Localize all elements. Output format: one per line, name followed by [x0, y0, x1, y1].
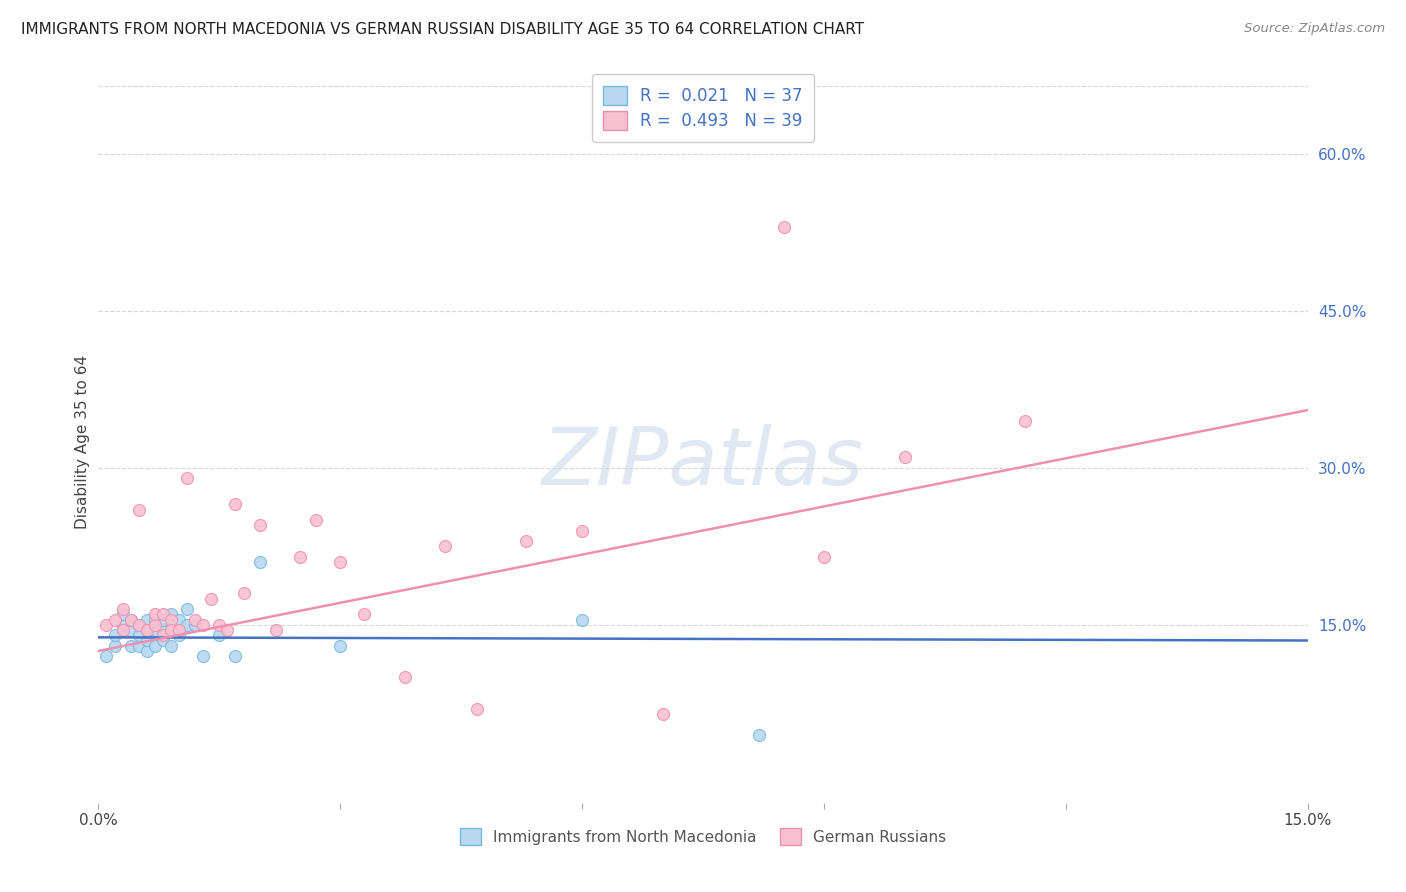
- Point: [96, 617, 118, 632]
- Point: [465, 701, 488, 715]
- Point: [128, 639, 150, 653]
- Point: [208, 617, 231, 632]
- Point: [160, 607, 183, 622]
- Point: [893, 450, 915, 465]
- Text: Source: ZipAtlas.com: Source: ZipAtlas.com: [1244, 22, 1385, 36]
- Point: [434, 539, 457, 553]
- Point: [128, 628, 150, 642]
- Point: [143, 639, 166, 653]
- Point: [193, 649, 215, 664]
- Point: [176, 471, 198, 485]
- Point: [208, 628, 231, 642]
- Point: [152, 613, 174, 627]
- Point: [111, 623, 134, 637]
- Point: [135, 623, 157, 637]
- Y-axis label: Disability Age 35 to 64: Disability Age 35 to 64: [75, 354, 90, 529]
- Point: [176, 617, 198, 632]
- Point: [160, 623, 183, 637]
- Point: [249, 555, 271, 569]
- Point: [813, 549, 835, 564]
- Point: [96, 649, 118, 664]
- Point: [264, 623, 287, 637]
- Point: [176, 602, 198, 616]
- Point: [288, 549, 311, 564]
- Point: [128, 617, 150, 632]
- Point: [1014, 414, 1036, 428]
- Point: [394, 670, 416, 684]
- Point: [167, 623, 190, 637]
- Point: [111, 607, 134, 622]
- Point: [135, 633, 157, 648]
- Point: [184, 613, 207, 627]
- Point: [184, 617, 207, 632]
- Point: [160, 639, 183, 653]
- Point: [120, 639, 142, 653]
- Point: [571, 524, 593, 538]
- Point: [249, 518, 271, 533]
- Legend: Immigrants from North Macedonia, German Russians: Immigrants from North Macedonia, German …: [451, 820, 955, 853]
- Point: [167, 628, 190, 642]
- Point: [120, 613, 142, 627]
- Point: [111, 623, 134, 637]
- Point: [305, 513, 328, 527]
- Point: [103, 613, 125, 627]
- Point: [217, 623, 239, 637]
- Point: [135, 623, 157, 637]
- Point: [224, 497, 246, 511]
- Text: ZIPatlas: ZIPatlas: [541, 425, 865, 502]
- Point: [143, 623, 166, 637]
- Point: [200, 591, 222, 606]
- Point: [152, 607, 174, 622]
- Point: [193, 617, 215, 632]
- Point: [152, 633, 174, 648]
- Point: [120, 613, 142, 627]
- Point: [571, 613, 593, 627]
- Point: [232, 586, 254, 600]
- Point: [224, 649, 246, 664]
- Point: [143, 617, 166, 632]
- Point: [748, 728, 770, 742]
- Point: [160, 613, 183, 627]
- Point: [103, 628, 125, 642]
- Point: [103, 639, 125, 653]
- Point: [772, 219, 794, 234]
- Point: [111, 617, 134, 632]
- Point: [135, 644, 157, 658]
- Point: [167, 613, 190, 627]
- Point: [135, 613, 157, 627]
- Point: [111, 602, 134, 616]
- Point: [128, 502, 150, 516]
- Point: [160, 623, 183, 637]
- Point: [329, 639, 352, 653]
- Point: [651, 706, 673, 721]
- Point: [353, 607, 375, 622]
- Point: [329, 555, 352, 569]
- Point: [120, 623, 142, 637]
- Point: [152, 623, 174, 637]
- Point: [515, 534, 537, 549]
- Point: [143, 607, 166, 622]
- Point: [143, 613, 166, 627]
- Text: IMMIGRANTS FROM NORTH MACEDONIA VS GERMAN RUSSIAN DISABILITY AGE 35 TO 64 CORREL: IMMIGRANTS FROM NORTH MACEDONIA VS GERMA…: [21, 22, 865, 37]
- Point: [152, 628, 174, 642]
- Point: [128, 617, 150, 632]
